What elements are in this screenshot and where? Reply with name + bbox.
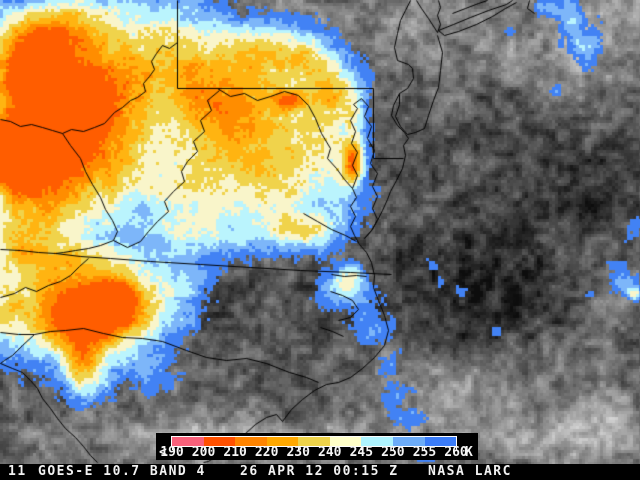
legend-color-segment: [203, 437, 236, 446]
legend-tick-label: 245: [349, 445, 374, 460]
product-label: GOES-E 10.7 BAND 4: [38, 464, 206, 479]
status-bar: 11 GOES-E 10.7 BAND 4 26 APR 12 00:15 Z …: [0, 464, 640, 480]
legend-tick: [456, 447, 457, 450]
legend-color-segment: [392, 437, 425, 446]
legend-tick-label: 260: [444, 445, 468, 460]
legend-tick: [235, 447, 237, 450]
legend-color-segment: [172, 437, 204, 446]
legend-tick-label: 190: [160, 445, 184, 460]
legend-tick: [172, 447, 173, 450]
legend-color-segment: [424, 437, 457, 446]
legend-tick: [424, 447, 426, 450]
station-id-label: 11: [8, 464, 27, 479]
legend-tick: [298, 447, 300, 450]
legend-tick: [203, 447, 205, 450]
legend-tick-label: 220: [254, 445, 279, 460]
legend-color-segment: [361, 437, 393, 446]
legend-tick-label: 230: [286, 445, 310, 460]
legend-color-segment: [329, 437, 362, 446]
temperature-legend: < K 190 200 210 220 230 240 245 250 255 260: [156, 433, 478, 460]
legend-tick-label: 240: [318, 445, 342, 460]
legend-tick-label: 255: [412, 445, 437, 460]
legend-tick: [329, 447, 331, 450]
legend-color-segment: [298, 437, 330, 446]
legend-tick: [266, 447, 268, 450]
legend-less-than-sign: <: [159, 445, 167, 460]
legend-tick-label: 250: [381, 445, 405, 460]
legend-tick: [392, 447, 394, 450]
credit-label: NASA LARC: [428, 464, 512, 479]
legend-tick-label: 210: [223, 445, 247, 460]
legend-color-segment: [266, 437, 299, 446]
satellite-map-canvas: [0, 0, 640, 464]
legend-color-segment: [235, 437, 267, 446]
legend-unit-label: K: [465, 445, 473, 460]
temperature-colorbar: [171, 436, 457, 447]
legend-tick: [361, 447, 363, 450]
legend-tick-label: 200: [191, 445, 216, 460]
timestamp-label: 26 APR 12 00:15 Z: [240, 464, 399, 479]
